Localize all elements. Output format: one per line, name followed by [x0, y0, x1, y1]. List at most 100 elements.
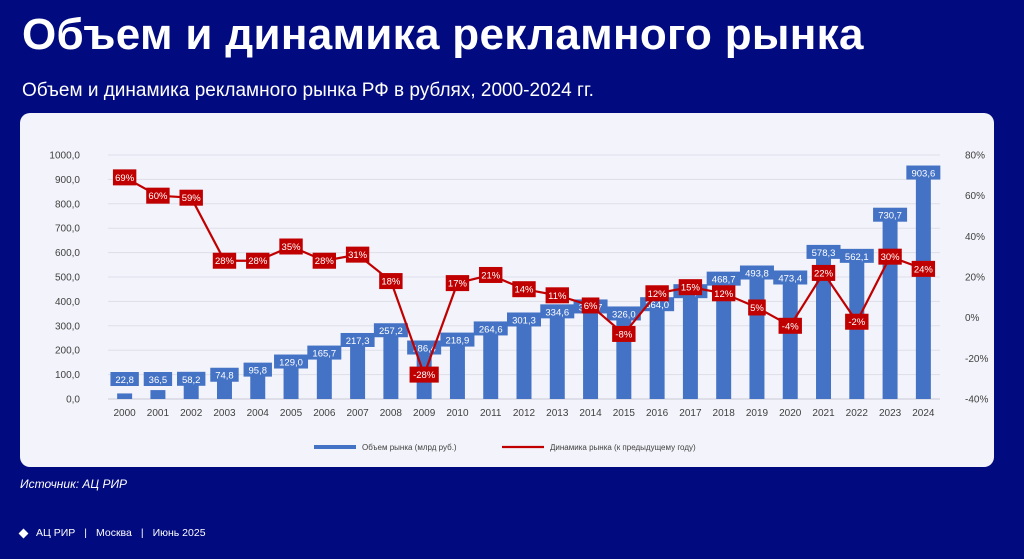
bar: [549, 317, 565, 399]
x-tick-label: 2008: [380, 408, 403, 419]
line-data-label: 6%: [584, 301, 598, 312]
footer-separator: |: [84, 527, 87, 539]
bar-label-box: [307, 345, 342, 360]
x-tick-label: 2024: [912, 408, 935, 419]
line-label-box: [445, 275, 470, 292]
line-label-box: [112, 169, 137, 186]
legend-line-label: Динамика рынка (к предыдущему году): [550, 443, 696, 452]
line-data-label: 14%: [514, 285, 534, 296]
line-label-box: [612, 325, 636, 342]
x-tick-label: 2015: [613, 408, 636, 419]
bar: [816, 257, 832, 399]
legend-bar-swatch: [314, 445, 356, 449]
source-note: Источник: АЦ РИР: [20, 477, 128, 491]
y-right-tick-label: 40%: [965, 232, 985, 243]
bar-label-box: [706, 271, 741, 286]
x-tick-label: 2007: [346, 408, 369, 419]
line-data-label: 22%: [814, 268, 834, 279]
bar-data-label: 22,8: [115, 375, 134, 386]
bar-label-box: [806, 244, 841, 259]
bar-label-box: [110, 372, 139, 386]
y-left-tick-label: 200,0: [55, 346, 80, 357]
bar: [915, 178, 931, 399]
line-label-box: [409, 366, 439, 383]
y-left-tick-label: 0,0: [66, 395, 80, 406]
y-left-tick-label: 600,0: [55, 248, 80, 259]
line-label-box: [778, 317, 802, 334]
line-label-box: [246, 252, 270, 269]
bar-label-box: [210, 367, 239, 382]
bar-label-box: [773, 270, 808, 285]
line-label-box: [379, 273, 403, 290]
line-label-box: [345, 246, 370, 263]
bar: [882, 220, 898, 399]
x-tick-label: 2012: [513, 408, 536, 419]
x-tick-label: 2001: [147, 408, 170, 419]
chart-subtitle: Объем и динамика рекламного рынка РФ в р…: [22, 80, 594, 101]
line-data-label: 24%: [914, 264, 934, 275]
bar-data-label: 186,4: [412, 344, 436, 355]
line-label-box: [545, 287, 569, 304]
diamond-icon: [18, 528, 29, 538]
bar: [283, 367, 299, 399]
bar: [682, 297, 698, 399]
y-right-tick-label: -40%: [965, 395, 988, 406]
x-tick-label: 2019: [746, 408, 769, 419]
bar: [150, 390, 166, 399]
footer-date: Июнь 2025: [152, 527, 206, 539]
bar-data-label: 468,7: [712, 275, 736, 286]
combo-chart: 0,0 100,0 200,0 300,0 400,0 500,0 600,0 700,0 80…: [49, 151, 988, 453]
line-data-label: 12%: [648, 289, 668, 300]
bar-data-label: 903,6: [911, 169, 935, 180]
line-data-label: 17%: [448, 279, 468, 290]
bar-data-label: 95,8: [249, 366, 268, 377]
legend-bar-label: Объем рынка (млрд руб.): [362, 443, 457, 452]
bar-label-box: [440, 332, 475, 347]
bar: [583, 312, 599, 399]
line-data-label: 12%: [714, 289, 734, 300]
line-data-label: 18%: [381, 277, 401, 288]
line-data-label: 69%: [115, 173, 135, 184]
x-tick-label: 2023: [879, 408, 902, 419]
line-data-label: 28%: [215, 256, 235, 267]
y-right-tick-label: 0%: [965, 313, 980, 324]
line-label-box: [146, 187, 170, 204]
bar: [849, 261, 865, 399]
bar-data-label: 493,8: [745, 269, 769, 280]
bar: [449, 345, 465, 399]
line-data-label: 21%: [481, 270, 501, 281]
bar-label-box: [274, 354, 309, 369]
chart-card: 0,0 100,0 200,0 300,0 400,0 500,0 600,0 700,0 80…: [20, 113, 994, 467]
page-title: Объем и динамика рекламного рынка: [22, 10, 864, 59]
y-left-tick-label: 1000,0: [49, 151, 80, 162]
bar-data-label: 730,7: [878, 211, 902, 222]
x-tick-label: 2021: [812, 408, 835, 419]
bar-label-box: [177, 371, 206, 386]
bar-data-label: 74,8: [215, 371, 234, 382]
bar: [716, 284, 732, 399]
bar-label-box: [340, 332, 375, 347]
line-data-label: 5%: [750, 303, 764, 314]
y-left-tick-label: 700,0: [55, 224, 80, 235]
x-tick-label: 2005: [280, 408, 303, 419]
x-tick-label: 2000: [114, 408, 137, 419]
bar: [782, 283, 798, 399]
y-left-tick-label: 900,0: [55, 175, 80, 186]
bar-label-box: [143, 372, 173, 386]
bar: [316, 358, 332, 399]
x-tick-label: 2010: [446, 408, 469, 419]
bar-data-label: 578,3: [812, 248, 836, 259]
footer-separator: |: [140, 527, 144, 539]
footer: АЦ РИР | Москва | Июнь 2025: [18, 527, 206, 539]
line-label-box: [878, 248, 902, 265]
line-label-box: [212, 252, 237, 269]
bar: [350, 345, 366, 399]
bar-data-label: 58,2: [182, 375, 201, 386]
y-left-tick-label: 300,0: [55, 321, 80, 332]
bar-label-box: [739, 265, 774, 280]
bar-data-label: 562,1: [845, 252, 869, 263]
bar-label-box: [873, 207, 908, 222]
line-label-box: [845, 313, 869, 330]
x-tick-label: 2014: [579, 408, 602, 419]
x-tick-label: 2006: [313, 408, 336, 419]
